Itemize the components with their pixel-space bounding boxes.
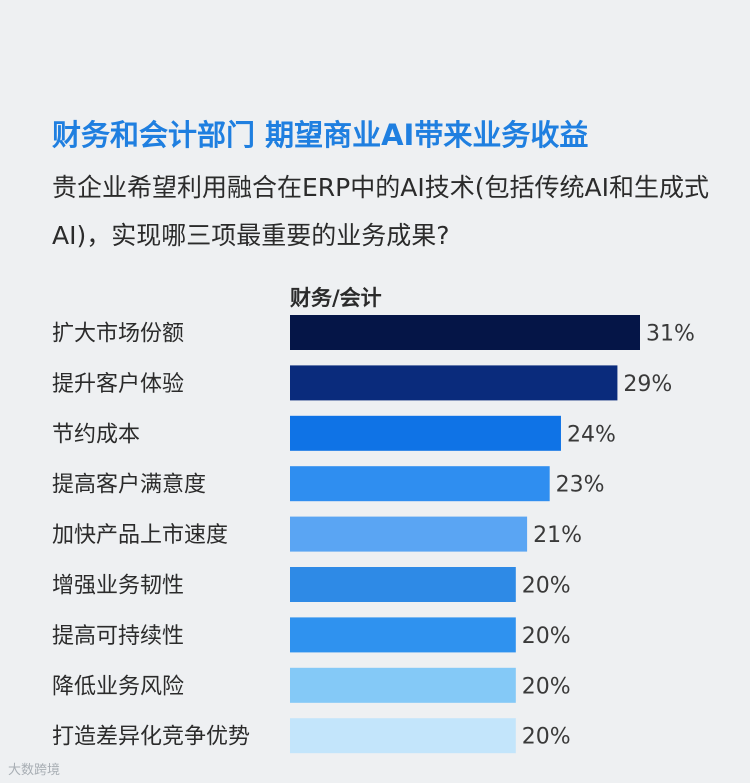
series-label: 财务/会计 bbox=[290, 286, 382, 310]
category-label: 降低业务风险 bbox=[52, 674, 184, 699]
category-label: 加快产品上市速度 bbox=[52, 523, 228, 548]
value-label: 20% bbox=[522, 725, 571, 750]
bar bbox=[290, 667, 516, 703]
value-label: 20% bbox=[522, 574, 571, 599]
value-label: 20% bbox=[522, 674, 571, 699]
value-label: 23% bbox=[556, 473, 605, 498]
category-label: 提高可持续性 bbox=[52, 624, 184, 649]
value-label: 21% bbox=[533, 523, 582, 548]
category-label: 增强业务韧性 bbox=[52, 574, 184, 599]
category-label: 扩大市场份额 bbox=[52, 322, 184, 347]
value-label: 29% bbox=[623, 372, 672, 397]
category-label: 节约成本 bbox=[52, 422, 140, 447]
bar bbox=[290, 466, 550, 502]
chart-title: 财务和会计部门 期望商业AI带来业务收益 bbox=[52, 118, 589, 152]
bar bbox=[290, 567, 516, 602]
category-label: 提高客户满意度 bbox=[52, 473, 206, 498]
bar bbox=[290, 718, 516, 754]
bar bbox=[290, 315, 640, 350]
bar bbox=[290, 617, 516, 653]
bar bbox=[290, 415, 561, 451]
category-label: 提升客户体验 bbox=[52, 372, 184, 397]
value-label: 31% bbox=[646, 322, 695, 347]
bar bbox=[290, 516, 528, 552]
value-label: 24% bbox=[567, 422, 616, 447]
category-label: 打造差异化竞争优势 bbox=[52, 725, 250, 750]
survey-question: 贵企业希望利用融合在ERP中的AI技术(包括传统AI和生成式AI)，实现哪三项最… bbox=[52, 173, 709, 250]
bar bbox=[290, 365, 618, 401]
value-label: 20% bbox=[522, 624, 571, 649]
watermark-logo: 大数跨境 bbox=[8, 763, 61, 778]
